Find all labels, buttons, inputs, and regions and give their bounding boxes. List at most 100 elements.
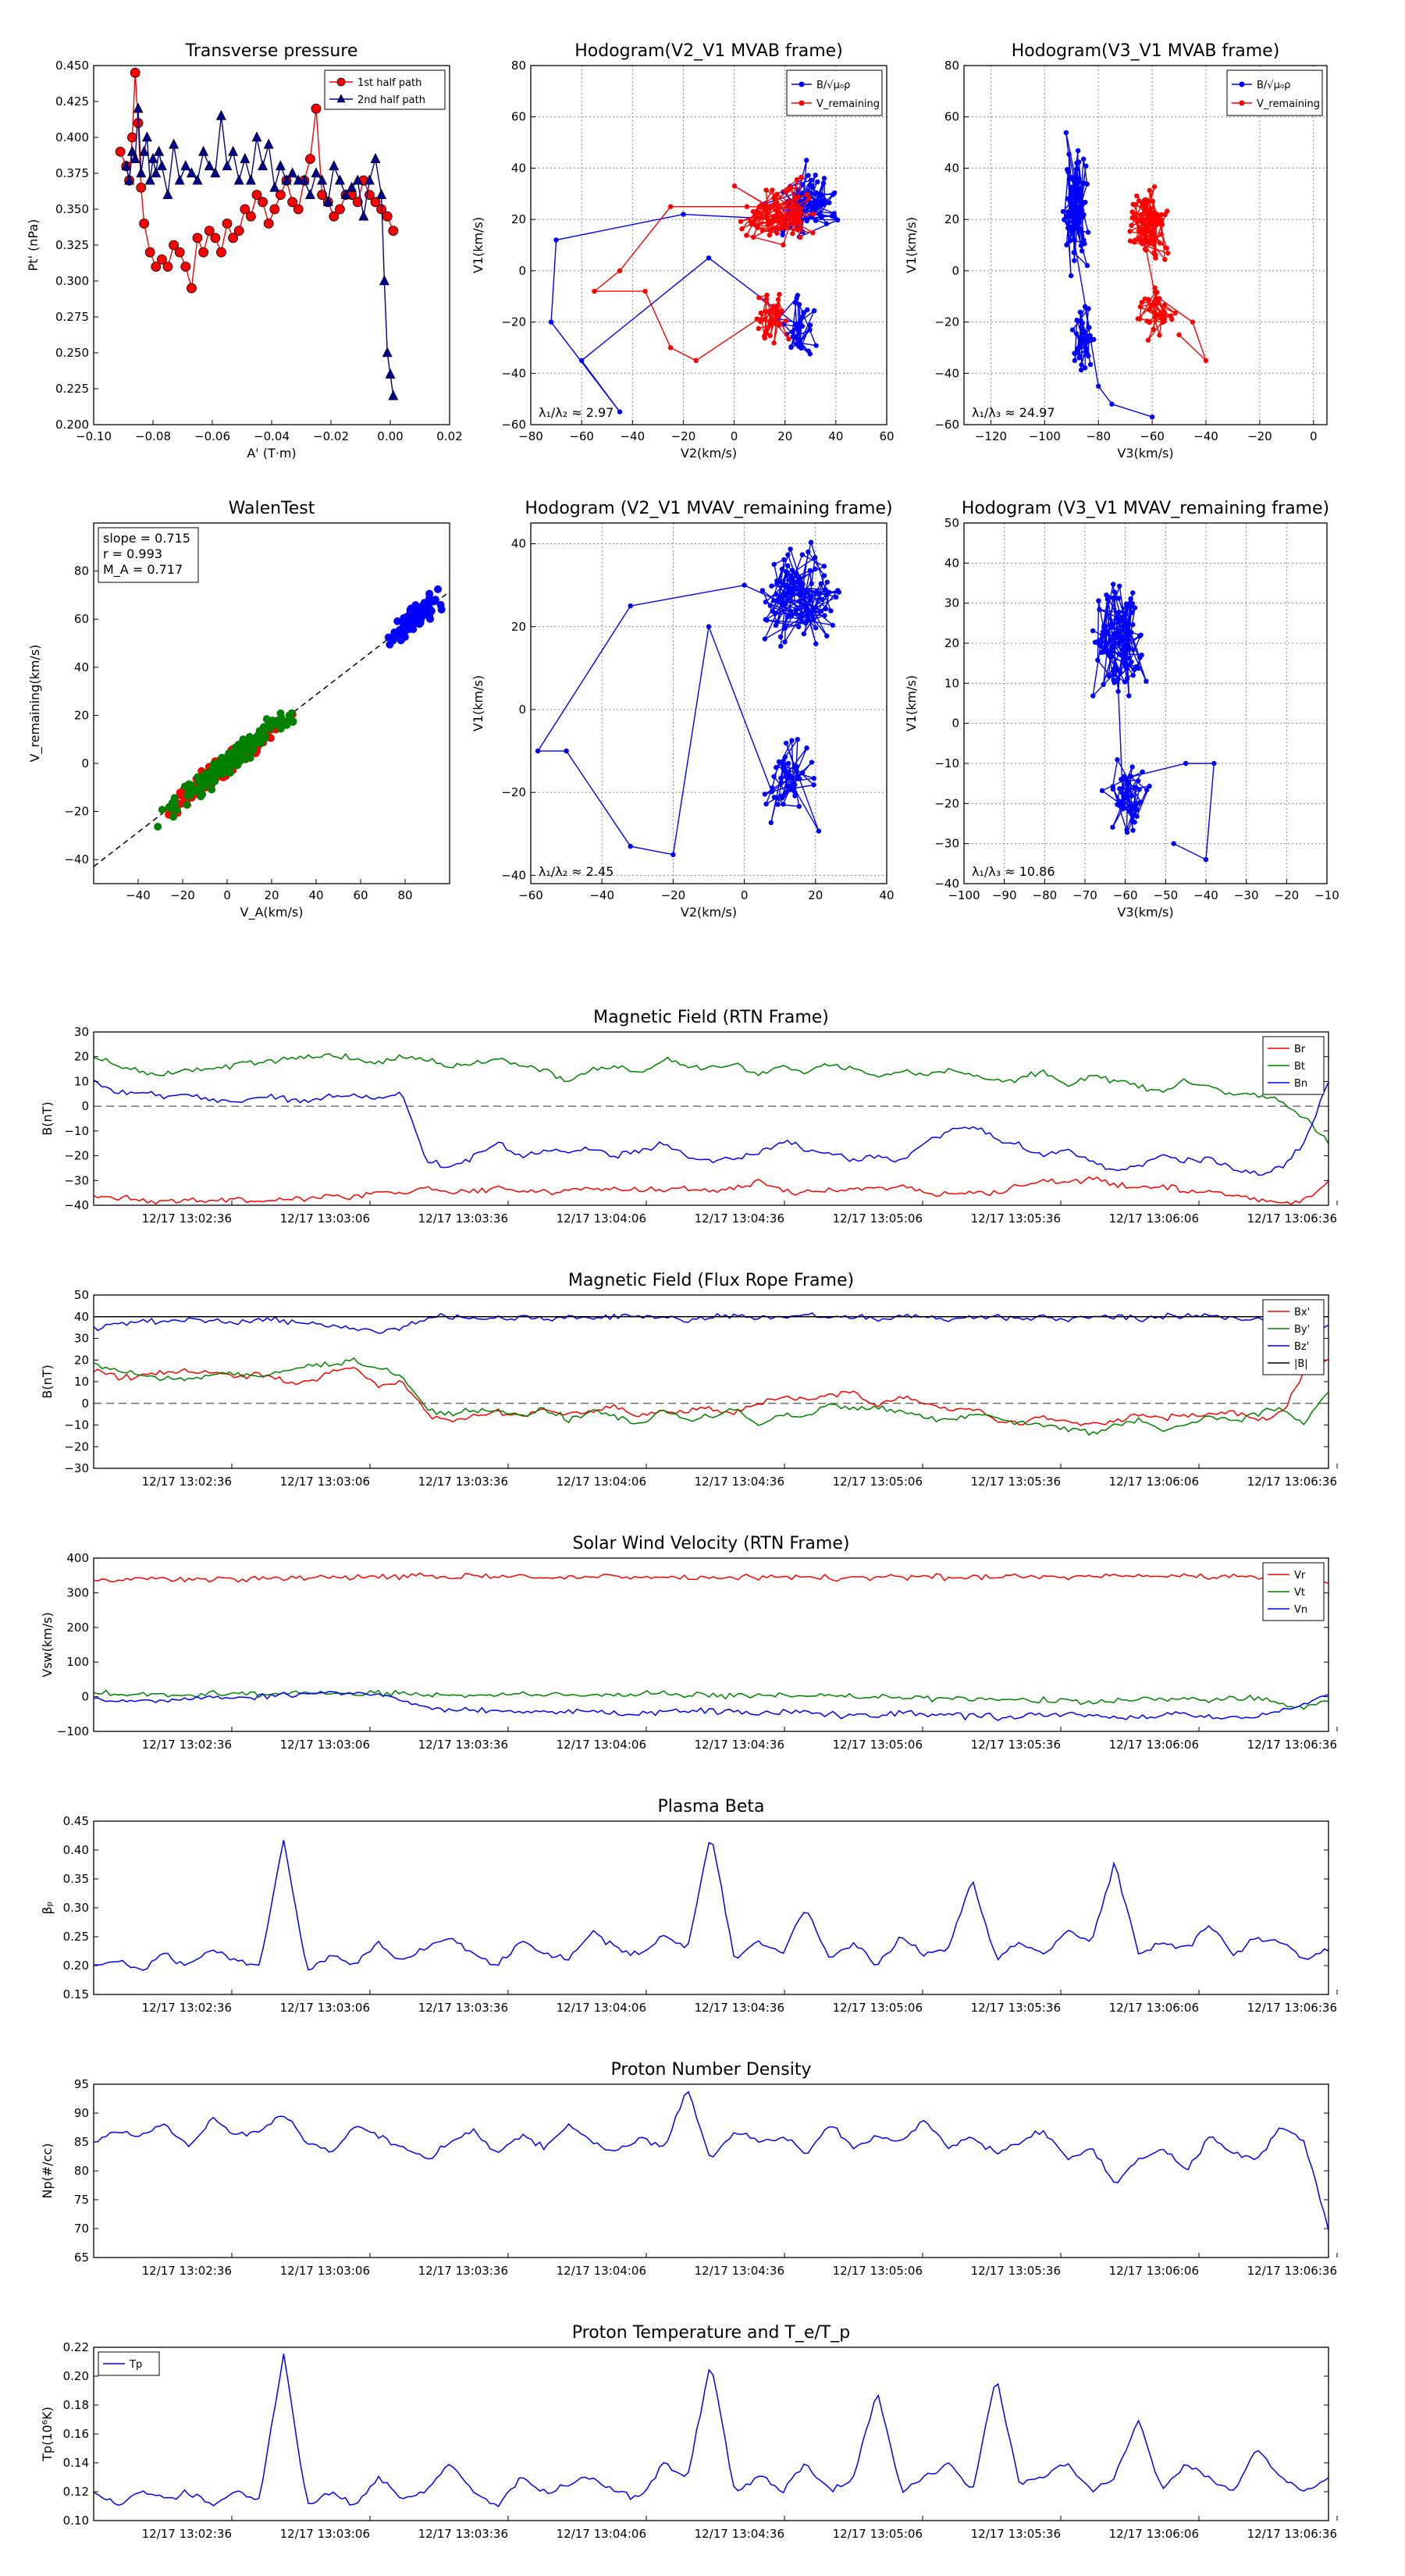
data-point: [784, 205, 789, 210]
data-point: [186, 167, 197, 178]
legend: B/√μ₀ρ V_remaining: [786, 69, 883, 116]
data-point: [352, 197, 363, 208]
x-tick-label: −100: [1029, 429, 1061, 443]
data-point: [811, 775, 816, 781]
data-point: [1126, 693, 1132, 699]
data-point: [169, 138, 180, 149]
data-point: [246, 735, 254, 744]
axes-frame: [530, 522, 887, 884]
data-point: [1129, 610, 1135, 616]
x-tick-label: 0.02: [436, 429, 462, 443]
x-tick-label: 12/17 13:05:36: [971, 2001, 1061, 2015]
data-point: [782, 625, 788, 631]
data-point: [792, 210, 798, 215]
y-tick-label: 0: [81, 1099, 89, 1113]
data-point: [1098, 643, 1104, 649]
legend-box: [1262, 1036, 1325, 1095]
data-point: [1064, 242, 1069, 247]
data-point: [811, 617, 816, 623]
x-tick-label: 12/17 13:05:36: [971, 2264, 1061, 2278]
data-point: [813, 343, 819, 348]
x-tick-label: −0.06: [194, 429, 230, 443]
chart-title: Magnetic Field (RTN Frame): [593, 1008, 829, 1027]
data-point: [804, 218, 809, 224]
data-point: [1119, 777, 1124, 782]
data-point: [1144, 222, 1149, 229]
data-point: [807, 182, 813, 188]
y-tick-label: 70: [74, 2222, 89, 2236]
data-point: [821, 176, 827, 181]
data-point: [1120, 617, 1126, 623]
data-point: [1130, 827, 1136, 833]
data-point: [245, 211, 256, 222]
data-point: [222, 218, 233, 229]
data-point: [790, 334, 796, 340]
data-point: [1069, 197, 1075, 204]
data-point: [778, 775, 784, 781]
x-tick-label: 12/17 13:04:06: [557, 1212, 646, 1226]
data-point: [831, 211, 837, 216]
data-point: [779, 566, 785, 572]
x-tick-label: −40: [126, 888, 151, 902]
data-point: [1106, 673, 1112, 679]
x-tick-label: 12/17 13:06:36: [1247, 2527, 1337, 2541]
data-point: [133, 102, 144, 113]
data-point: [1171, 841, 1176, 846]
data-point: [1069, 184, 1075, 190]
data-point: [1071, 250, 1077, 255]
data-point: [1110, 824, 1115, 830]
data-point: [130, 67, 140, 78]
y-tick-label: 0.200: [55, 418, 89, 432]
data-point: [788, 590, 794, 596]
data-point: [144, 247, 155, 258]
data-point: [186, 283, 197, 294]
data-point: [139, 218, 150, 229]
y-tick-label: 0.425: [55, 94, 89, 109]
ratio-annotation: λ₁/λ₂ ≈ 2.45: [539, 864, 614, 879]
x-tick-label: 12/17 13:04:36: [695, 2264, 784, 2278]
data-point: [774, 191, 780, 197]
data-point: [352, 174, 363, 185]
data-point: [774, 208, 779, 213]
data-point: [1081, 156, 1087, 162]
chart-title: Transverse pressure: [185, 41, 358, 61]
data-point: [1115, 630, 1121, 635]
plot-area: [94, 1312, 1329, 1436]
stats-frame: [98, 527, 199, 583]
data-point: [808, 539, 814, 545]
data-point: [797, 226, 803, 231]
data-point: [126, 145, 137, 156]
stats-text: slope = 0.715: [103, 531, 190, 546]
data-point: [1097, 607, 1102, 613]
y-tick-label: 10: [74, 1074, 89, 1088]
data-point: [1122, 661, 1128, 667]
data-point: [277, 723, 286, 731]
data-point: [771, 340, 777, 346]
legend-box: [1262, 1562, 1325, 1621]
y-tick-label: 60: [74, 612, 89, 626]
data-point: [790, 231, 795, 237]
data-point: [806, 549, 811, 555]
data-point: [215, 109, 226, 120]
panel-walen-test: −40 −20 0 20 40 60 80 −40 −20 0 20 40 60 80 WalenTest V…: [27, 499, 450, 920]
y-tick-label: 60: [511, 110, 526, 124]
data-point: [1115, 676, 1121, 682]
y-tick-label: 0.20: [63, 1959, 89, 1973]
data-point: [183, 801, 191, 809]
data-point: [1085, 229, 1091, 235]
data-point: [806, 610, 813, 616]
y-tick-label: 75: [74, 2193, 89, 2207]
data-point: [1147, 307, 1152, 312]
data-point: [144, 174, 155, 185]
data-point: [578, 358, 585, 364]
x-tick-label: 12/17 13:05:36: [971, 1212, 1061, 1226]
data-point: [767, 603, 773, 609]
data-point: [1149, 215, 1154, 220]
y-tick-label: −20: [501, 785, 526, 799]
data-point: [799, 619, 805, 624]
data-point: [1145, 337, 1151, 343]
data-point: [246, 745, 254, 754]
data-point: [1136, 787, 1142, 792]
x-tick-label: 12/17 13:05:06: [833, 1738, 923, 1752]
data-point: [783, 318, 789, 324]
